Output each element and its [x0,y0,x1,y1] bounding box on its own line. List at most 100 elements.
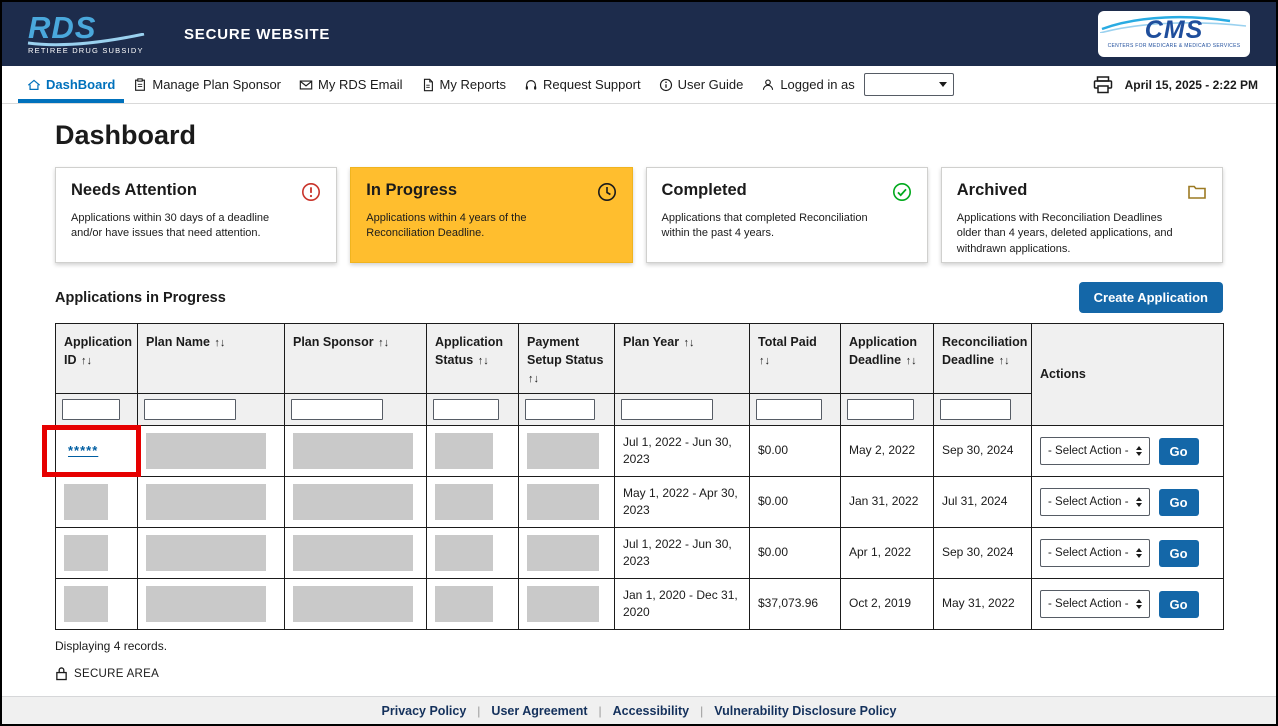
cms-logo-subtitle: CENTERS FOR MEDICARE & MEDICAID SERVICES [1108,43,1241,49]
redacted-application-status [435,433,493,469]
cell-reconciliation-deadline: Jul 31, 2024 [934,477,1032,528]
col-plan-name[interactable]: Plan Name ↑↓ [138,324,285,394]
records-count-text: Displaying 4 records. [55,639,1223,653]
filter-input-application-id[interactable] [62,399,120,420]
col-label: Plan Name [146,335,210,349]
support-headset-icon [524,78,538,92]
col-label: Application Status [435,335,503,367]
sort-icon: ↑↓ [684,337,695,349]
redacted-application-id [64,586,108,622]
info-icon [659,78,673,92]
go-button[interactable]: Go [1159,591,1199,618]
card-completed[interactable]: Completed Applications that completed Re… [646,167,928,263]
application-id-link[interactable]: ***** [68,443,98,458]
nav-item-my-rds-email[interactable]: My RDS Email [290,66,412,103]
sort-icon: ↑↓ [214,337,225,349]
folder-icon [1187,182,1207,202]
nav-label: Request Support [543,77,641,92]
cell-total-paid: $37,073.96 [750,579,841,630]
page-footer: Privacy Policy | User Agreement | Access… [2,696,1276,724]
redacted-plan-sponsor [293,586,413,622]
rds-logo-text: RDS [28,13,150,43]
application-row-4: Jan 1, 2020 - Dec 31, 2020 $37,073.96 Oc… [56,579,1224,630]
cell-application-id [56,477,138,528]
card-needs-attention[interactable]: Needs Attention Applications within 30 d… [55,167,337,263]
filter-input-application-deadline[interactable] [847,399,914,420]
col-reconciliation-deadline[interactable]: Reconciliation Deadline ↑↓ [934,324,1032,394]
lock-icon [55,666,68,681]
action-select[interactable]: - Select Action - [1040,488,1150,516]
main-navigation: DashBoard Manage Plan Sponsor My RDS Ema… [2,66,1276,104]
col-application-id[interactable]: Application ID ↑↓ [56,324,138,394]
col-label: Total Paid [758,335,817,349]
filter-input-plan-year[interactable] [621,399,713,420]
card-description: Applications within 4 years of the Recon… [366,211,616,242]
action-select[interactable]: - Select Action - [1040,539,1150,567]
rds-secure-website-page: RDS RETIREE DRUG SUBSIDY SECURE WEBSITE … [0,0,1278,726]
cell-plan-sponsor [285,477,427,528]
secure-area-indicator: SECURE AREA [55,666,1223,681]
card-in-progress[interactable]: In Progress Applications within 4 years … [350,167,632,263]
card-title: In Progress [366,181,457,200]
col-label: Plan Year [623,335,679,349]
redacted-application-status [435,535,493,571]
col-plan-sponsor[interactable]: Plan Sponsor ↑↓ [285,324,427,394]
nav-label: My RDS Email [318,77,403,92]
select-caret-icon [1136,446,1142,456]
footer-link-user-agreement[interactable]: User Agreement [491,704,587,718]
go-button[interactable]: Go [1159,489,1199,516]
action-select[interactable]: - Select Action - [1040,590,1150,618]
applications-heading: Applications in Progress [55,290,226,306]
filter-input-plan-sponsor[interactable] [291,399,383,420]
printer-icon[interactable] [1093,76,1113,94]
filter-input-application-status[interactable] [433,399,499,420]
cms-logo: CMS CENTERS FOR MEDICARE & MEDICAID SERV… [1098,11,1250,57]
filter-input-payment-setup-status[interactable] [525,399,595,420]
select-caret-icon [1136,599,1142,609]
cell-plan-year: May 1, 2022 - Apr 30, 2023 [615,477,750,528]
nav-right-group: April 15, 2025 - 2:22 PM [1093,66,1258,103]
footer-separator: | [700,704,703,718]
filter-input-plan-name[interactable] [144,399,236,420]
home-icon [27,78,41,92]
sort-icon: ↑↓ [906,355,917,367]
application-row-3: Jul 1, 2022 - Jun 30, 2023 $0.00 Apr 1, … [56,528,1224,579]
footer-link-privacy-policy[interactable]: Privacy Policy [382,704,467,718]
col-payment-setup-status[interactable]: Payment Setup Status ↑↓ [519,324,615,394]
alert-icon [301,182,321,202]
card-archived[interactable]: Archived Applications with Reconciliatio… [941,167,1223,263]
logged-in-user-select[interactable] [864,73,954,96]
col-plan-year[interactable]: Plan Year ↑↓ [615,324,750,394]
redacted-plan-name [146,484,266,520]
action-select[interactable]: - Select Action - [1040,437,1150,465]
filter-input-reconciliation-deadline[interactable] [940,399,1011,420]
footer-link-vulnerability-disclosure-policy[interactable]: Vulnerability Disclosure Policy [714,704,896,718]
col-application-deadline[interactable]: Application Deadline ↑↓ [841,324,934,394]
nav-item-dashboard[interactable]: DashBoard [18,66,124,103]
nav-item-user-guide[interactable]: User Guide [650,66,753,103]
main-content: Dashboard Needs Attention Applications w… [2,104,1276,696]
go-button[interactable]: Go [1159,438,1199,465]
footer-link-accessibility[interactable]: Accessibility [613,704,689,718]
nav-item-request-support[interactable]: Request Support [515,66,650,103]
cell-application-id [56,579,138,630]
go-button[interactable]: Go [1159,540,1199,567]
create-application-button[interactable]: Create Application [1079,282,1223,313]
nav-item-manage-plan-sponsor[interactable]: Manage Plan Sponsor [124,66,290,103]
application-row-1: ***** Jul 1, 2022 - Jun 30, 2023 $0.00 M… [56,426,1224,477]
nav-item-my-reports[interactable]: My Reports [412,66,515,103]
redacted-plan-name [146,433,266,469]
select-caret-icon [1136,497,1142,507]
cell-plan-year: Jan 1, 2020 - Dec 31, 2020 [615,579,750,630]
col-total-paid[interactable]: Total Paid ↑↓ [750,324,841,394]
filter-input-total-paid[interactable] [756,399,822,420]
top-header-bar: RDS RETIREE DRUG SUBSIDY SECURE WEBSITE … [2,2,1276,66]
cell-reconciliation-deadline: Sep 30, 2024 [934,528,1032,579]
redacted-payment-setup-status [527,535,599,571]
application-row-2: May 1, 2022 - Apr 30, 2023 $0.00 Jan 31,… [56,477,1224,528]
cms-logo-text: CMS [1145,19,1204,42]
col-label: Reconciliation Deadline [942,335,1027,367]
col-application-status[interactable]: Application Status ↑↓ [427,324,519,394]
nav-label: My Reports [440,77,506,92]
rds-logo-subtitle: RETIREE DRUG SUBSIDY [28,46,150,55]
